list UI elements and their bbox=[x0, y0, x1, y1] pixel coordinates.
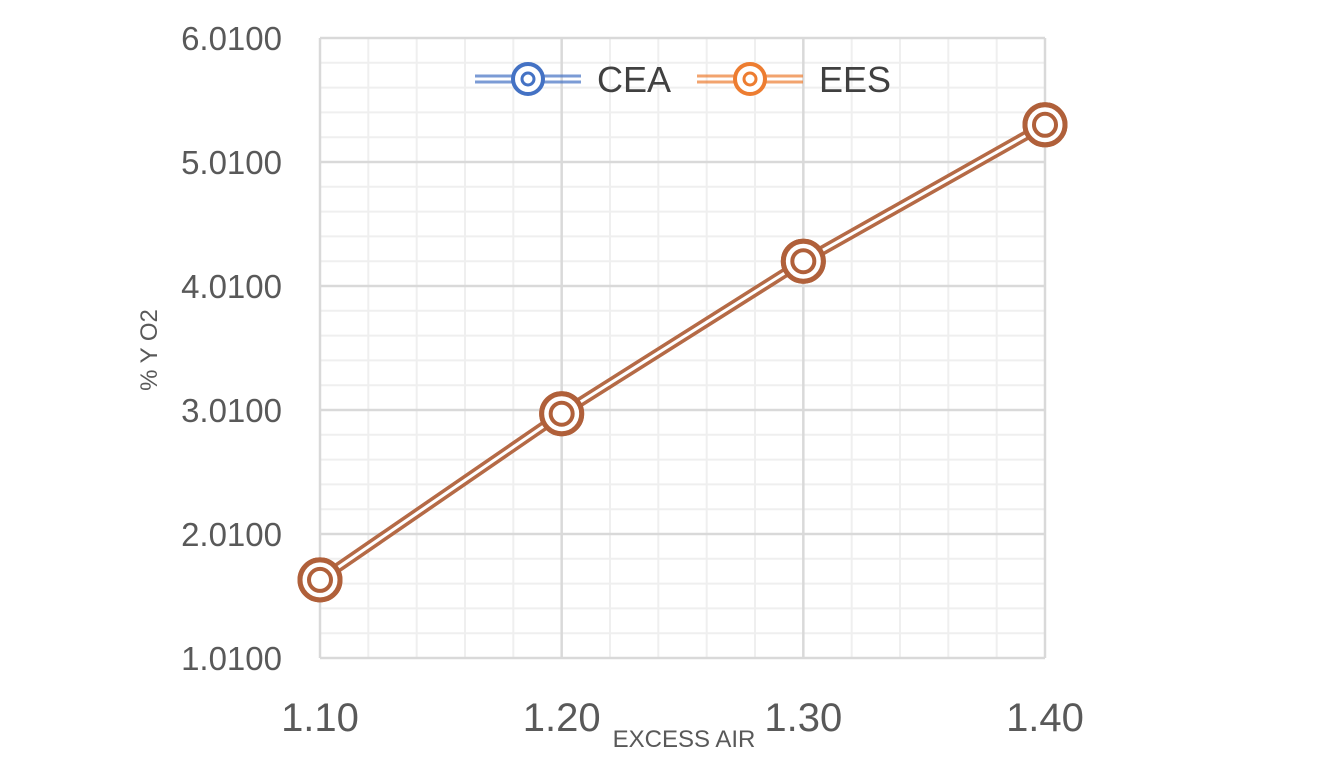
data-point-ees bbox=[780, 238, 826, 284]
x-tick-label: 1.40 bbox=[1006, 696, 1084, 740]
x-tick-label: 1.30 bbox=[764, 696, 842, 740]
y-tick-label: 1.0100 bbox=[181, 640, 282, 677]
data-point-ees bbox=[539, 391, 585, 437]
legend-item-cea: CEA bbox=[475, 59, 671, 100]
minor-gridlines bbox=[320, 38, 1045, 658]
legend-item-ees: EES bbox=[697, 59, 891, 100]
data-point-ees bbox=[1022, 102, 1068, 148]
legend-marker-inner bbox=[520, 71, 536, 87]
y-tick-label: 6.0100 bbox=[181, 20, 282, 57]
x-axis-label: EXCESS AIR bbox=[613, 726, 756, 753]
legend-marker bbox=[733, 62, 767, 96]
legend-marker bbox=[511, 62, 545, 96]
data-point-ees bbox=[297, 557, 343, 603]
series-line-ees bbox=[317, 120, 1048, 585]
x-tick-label: 1.20 bbox=[523, 696, 601, 740]
major-gridlines bbox=[318, 36, 1047, 660]
y-tick-label: 4.0100 bbox=[181, 268, 282, 305]
y-tick-label: 3.0100 bbox=[181, 392, 282, 429]
y-tick-label: 5.0100 bbox=[181, 144, 282, 181]
legend: CEA EES bbox=[475, 59, 891, 100]
x-axis-tick-labels: 1.10 1.20 1.30 1.40 bbox=[281, 696, 1084, 740]
y-axis-tick-labels: 1.0100 2.0100 3.0100 4.0100 5.0100 6.0100 bbox=[181, 20, 282, 677]
data-point-inner-ring bbox=[1032, 111, 1058, 138]
series-line-core bbox=[319, 123, 1046, 582]
series-line-core bbox=[319, 123, 1046, 582]
y-axis-label: % Y O2 bbox=[136, 309, 163, 391]
series-line-cea bbox=[317, 120, 1048, 585]
data-point-inner-ring bbox=[548, 400, 575, 427]
legend-label: EES bbox=[819, 59, 891, 100]
data-point-inner-ring bbox=[790, 248, 817, 275]
x-tick-label: 1.10 bbox=[281, 696, 359, 740]
y-tick-label: 2.0100 bbox=[181, 516, 282, 553]
legend-label: CEA bbox=[597, 59, 671, 100]
data-point-inner-ring bbox=[307, 566, 333, 593]
legend-marker-inner bbox=[742, 71, 758, 87]
series-layer bbox=[297, 102, 1068, 603]
